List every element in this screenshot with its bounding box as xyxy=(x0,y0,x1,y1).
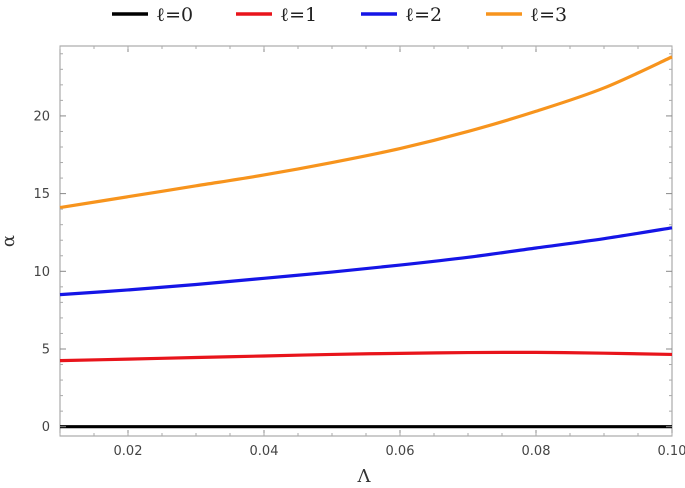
x-tick-label: 0.02 xyxy=(114,444,143,459)
x-tick-label: 0.08 xyxy=(522,444,551,459)
y-tick-label: 20 xyxy=(33,109,50,124)
series-line-l1 xyxy=(59,350,673,363)
x-axis-title: Λ xyxy=(357,466,372,487)
legend-label-l2: ℓ=2 xyxy=(405,4,442,26)
x-tick-label: 0.04 xyxy=(250,444,279,459)
series-line-l3 xyxy=(59,55,673,210)
y-tick-label: 15 xyxy=(33,187,50,202)
legend: ℓ=0 ℓ=1 ℓ=2 ℓ=3 xyxy=(112,4,567,26)
x-tick-label: 0.10 xyxy=(658,444,685,459)
legend-label-l1: ℓ=1 xyxy=(280,4,317,26)
x-tick-label: 0.06 xyxy=(386,444,415,459)
y-axis-ticks: 0 5 10 15 20 xyxy=(33,53,672,435)
series-line-l2 xyxy=(59,226,673,297)
legend-label-l3: ℓ=3 xyxy=(530,4,567,26)
y-axis-title: α xyxy=(0,235,19,247)
y-tick-label: 5 xyxy=(42,342,50,357)
x-axis-ticks: 0.02 0.04 0.06 0.08 0.10 xyxy=(59,46,685,459)
y-tick-label: 0 xyxy=(42,420,50,435)
series-layer xyxy=(59,55,673,429)
legend-label-l0: ℓ=0 xyxy=(156,4,193,26)
y-tick-label: 10 xyxy=(33,265,50,280)
